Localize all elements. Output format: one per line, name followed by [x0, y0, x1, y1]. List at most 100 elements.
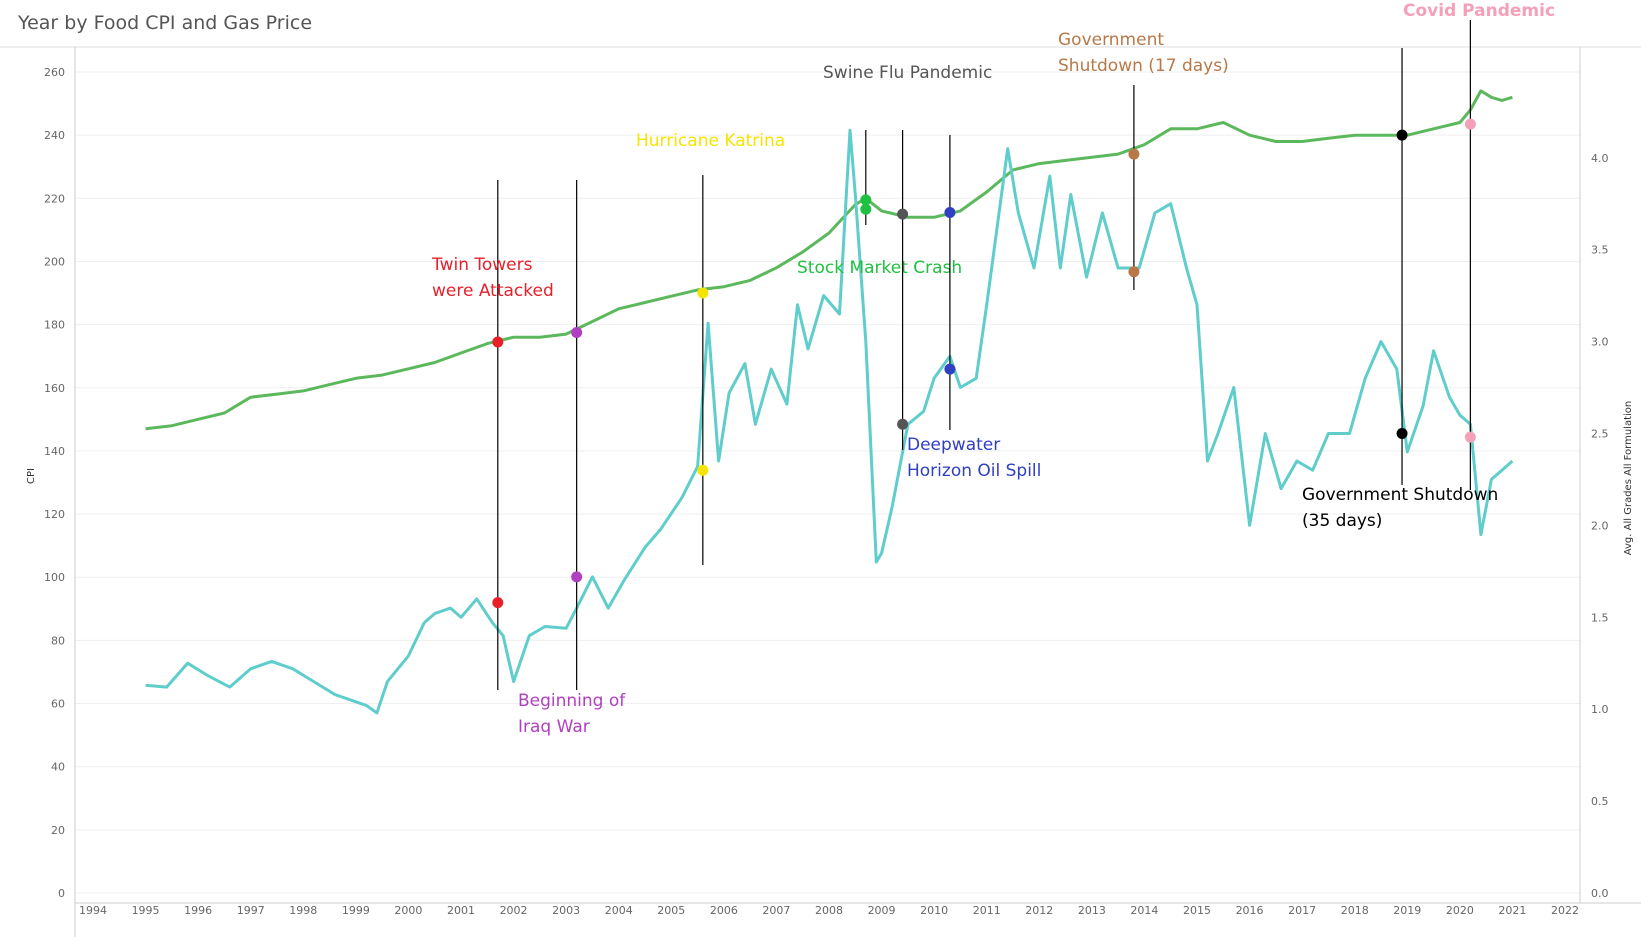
event-label-line: Government	[1058, 30, 1164, 50]
series-lines	[145, 89, 1514, 715]
y-tick-label: 120	[44, 508, 65, 521]
chart-title: Year by Food CPI and Gas Price	[18, 12, 313, 34]
y2-axis-label: Avg. All Grades All Formulation	[1623, 401, 1634, 556]
event-label-line: Twin Towers	[431, 255, 533, 275]
x-tick-label: 2005	[657, 904, 685, 917]
event-marker-cpi	[492, 336, 504, 348]
y-tick-label: 200	[44, 255, 65, 268]
x-tick-label: 2009	[868, 904, 896, 917]
y-tick-label: 20	[51, 824, 65, 837]
event-label: Twin Towers were Attacked	[431, 255, 554, 301]
y-tick-label: 220	[44, 192, 65, 205]
event-label: Stock Market Crash	[797, 258, 962, 278]
y2-tick-label: 3.0	[1591, 336, 1609, 349]
x-tick-label: 2016	[1236, 904, 1264, 917]
y-tick-label: 180	[44, 319, 65, 332]
x-tick-label: 1995	[132, 904, 160, 917]
series-line-2	[145, 128, 1514, 715]
event-label-line: Government Shutdown	[1302, 485, 1498, 505]
x-tick-label: 2010	[920, 904, 948, 917]
y-tick-label: 0	[58, 887, 65, 900]
event-marker-gas	[1464, 431, 1476, 443]
y2-tick-label: 0.0	[1591, 887, 1609, 900]
x-tick-label: 2015	[1183, 904, 1211, 917]
event-marker-cpi	[571, 327, 583, 339]
event-marker-gas	[897, 418, 909, 430]
y2-tick-label: 3.5	[1591, 244, 1609, 257]
event-label-line: Deepwater	[907, 435, 1000, 455]
event-label-line: Iraq War	[518, 717, 590, 737]
x-tick-label: 2000	[394, 904, 422, 917]
x-tick-label: 2021	[1498, 904, 1526, 917]
x-tick-label: 1999	[342, 904, 370, 917]
x-tick-label: 2006	[710, 904, 738, 917]
y2-tick-label: 1.0	[1591, 703, 1609, 716]
event-label-line: Swine Flu Pandemic	[823, 63, 992, 83]
x-tick-label: 2017	[1288, 904, 1316, 917]
x-tick-label: 2001	[447, 904, 475, 917]
y-tick-label: 260	[44, 66, 65, 79]
y-tick-label: 80	[51, 634, 65, 647]
event-label-line: Horizon Oil Spill	[907, 461, 1041, 481]
event-label-line: Covid Pandemic	[1403, 1, 1555, 21]
y-tick-label: 100	[44, 571, 65, 584]
x-tick-label: 2018	[1341, 904, 1369, 917]
y2-tick-label: 0.5	[1591, 795, 1609, 808]
x-tick-label: 2003	[552, 904, 580, 917]
grid-lines	[75, 71, 1580, 894]
event-label-line: were Attacked	[432, 281, 554, 301]
x-tick-label: 1998	[289, 904, 317, 917]
x-tick-label: 2008	[815, 904, 843, 917]
event-label: Government Shutdown (35 days)	[1302, 485, 1498, 531]
x-tick-label: 2019	[1393, 904, 1421, 917]
event-label-line: (35 days)	[1302, 511, 1382, 531]
y-tick-label: 160	[44, 382, 65, 395]
x-tick-label: 1997	[237, 904, 265, 917]
x-tick-label: 2014	[1130, 904, 1158, 917]
x-tick-label: 2011	[973, 904, 1001, 917]
event-marker-cpi	[860, 194, 872, 206]
event-label: Swine Flu Pandemic	[823, 63, 992, 83]
x-tick-label: 2012	[1025, 904, 1053, 917]
event-marker-cpi	[697, 287, 709, 299]
x-tick-label: 2007	[762, 904, 790, 917]
event-label: Covid Pandemic	[1403, 1, 1555, 21]
event-marker-gas	[1396, 427, 1408, 439]
event-marker-gas	[860, 203, 872, 215]
x-tick-label: 2013	[1078, 904, 1106, 917]
x-tick-label: 2022	[1551, 904, 1579, 917]
x-tick-label: 1996	[184, 904, 212, 917]
event-marker-cpi	[1396, 129, 1408, 141]
y-tick-label: 40	[51, 761, 65, 774]
x-tick-label: 1994	[79, 904, 107, 917]
event-marker-cpi	[897, 208, 909, 220]
event-annotations: Twin Towers were Attacked Beginning of Iraq…	[431, 1, 1555, 737]
y2-tick-label: 2.5	[1591, 427, 1609, 440]
x-tick-label: 2004	[605, 904, 633, 917]
event-marker-cpi	[1464, 118, 1476, 130]
event-label: Beginning of Iraq War	[518, 691, 626, 737]
event-label-line: Stock Market Crash	[797, 258, 962, 278]
event-marker-gas	[571, 571, 583, 583]
y2-tick-label: 2.0	[1591, 519, 1609, 532]
y2-tick-label: 4.0	[1591, 152, 1609, 165]
y-tick-label: 60	[51, 698, 65, 711]
event-label-line: Hurricane Katrina	[636, 131, 785, 151]
event-label: Government Shutdown (17 days)	[1058, 30, 1229, 76]
event-label: Deepwater Horizon Oil Spill	[907, 435, 1041, 481]
event-marker-cpi	[1128, 148, 1140, 160]
y2-tick-label: 1.5	[1591, 611, 1609, 624]
axes	[0, 46, 1641, 937]
event-label-line: Shutdown (17 days)	[1058, 56, 1229, 76]
tick-labels: 0 20 40 60 80 100 120 140 160 180 200 220 240 260 0.0 0…	[44, 66, 1609, 917]
event-marker-cpi	[944, 207, 956, 219]
event-marker-gas	[1128, 266, 1140, 278]
event-marker-gas	[944, 363, 956, 375]
event-marker-gas	[697, 464, 709, 476]
event-marker-gas	[492, 597, 504, 609]
y-axis-label: CPI	[26, 468, 37, 484]
y-tick-label: 140	[44, 445, 65, 458]
event-label: Hurricane Katrina	[636, 131, 785, 151]
y-tick-label: 240	[44, 129, 65, 142]
